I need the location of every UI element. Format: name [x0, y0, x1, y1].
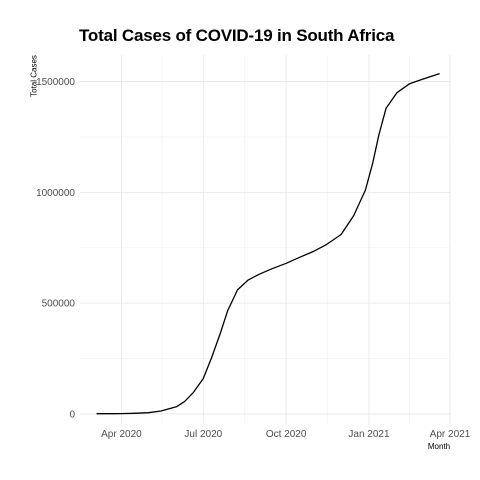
- chart-title: Total Cases of COVID-19 in South Africa: [79, 26, 395, 45]
- x-axis-title: Month: [427, 442, 451, 451]
- x-tick-label: Apr 2021: [430, 429, 471, 440]
- y-tick-label: 1000000: [36, 188, 75, 199]
- x-tick-label: Jan 2021: [348, 429, 390, 440]
- x-tick-label: Jul 2020: [184, 429, 222, 440]
- y-tick-label: 0: [69, 409, 75, 420]
- x-tick-label: Apr 2020: [101, 429, 142, 440]
- series-line: [96, 73, 440, 415]
- x-tick-label: Oct 2020: [266, 429, 307, 440]
- y-tick-label: 500000: [42, 299, 76, 310]
- y-tick-label: 1500000: [36, 77, 75, 88]
